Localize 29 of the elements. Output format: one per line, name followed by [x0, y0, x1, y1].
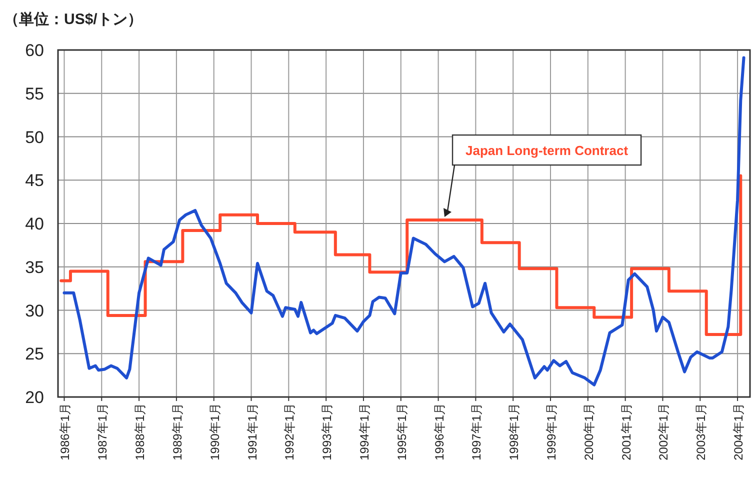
x-tick-label: 1992年1月: [282, 403, 297, 460]
y-tick-label: 20: [25, 388, 44, 407]
x-tick-label: 1988年1月: [133, 403, 148, 460]
x-tick-label: 2002年1月: [656, 403, 671, 460]
y-tick-label: 40: [25, 214, 44, 234]
x-tick-label: 2000年1月: [582, 403, 596, 460]
x-tick-label: 1991年1月: [245, 403, 260, 460]
x-tick-label: 1987年1月: [96, 403, 110, 460]
y-tick-label: 45: [25, 171, 44, 190]
x-tick-label: 1998年1月: [507, 403, 522, 460]
x-tick-label: 2003年1月: [694, 403, 708, 460]
y-tick-label: 55: [25, 84, 44, 104]
y-axis-title: （単位：US$/トン）: [4, 11, 142, 28]
y-tick-label: 30: [25, 301, 44, 320]
x-tick-label: 1995年1月: [394, 403, 409, 460]
x-tick-label: 1996年1月: [432, 403, 446, 460]
y-tick-label: 35: [25, 258, 44, 277]
x-tick-label: 1993年1月: [320, 403, 334, 460]
x-tick-label: 1989年1月: [170, 403, 184, 460]
y-tick-label: 25: [25, 344, 44, 364]
x-tick-label: 1986年1月: [58, 403, 72, 460]
y-tick-label: 60: [25, 41, 44, 60]
x-tick-label: 1999年1月: [544, 403, 559, 460]
y-tick-label: 50: [25, 128, 44, 147]
x-tick-label: 2001年1月: [619, 403, 634, 460]
x-tick-label: 1990年1月: [208, 403, 222, 460]
x-tick-label: 1997年1月: [470, 403, 484, 460]
x-tick-label: 1994年1月: [357, 403, 372, 460]
x-tick-label: 2004年1月: [732, 403, 746, 460]
